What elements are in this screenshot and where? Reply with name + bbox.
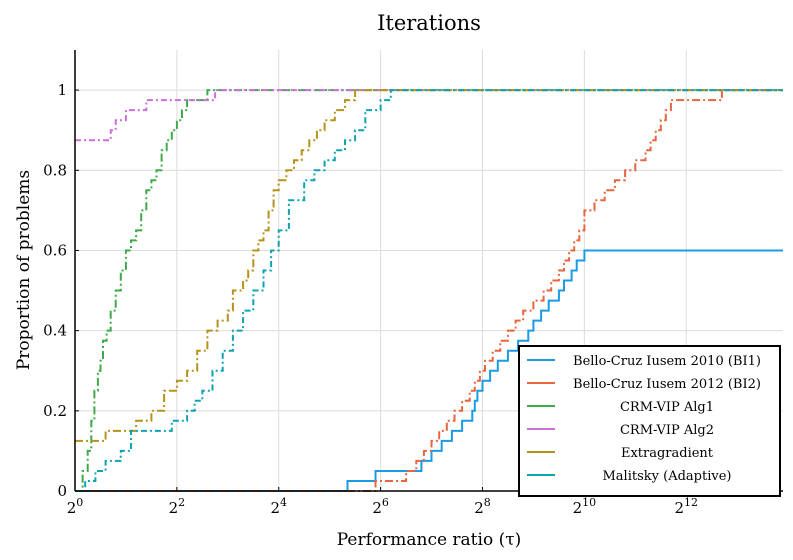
legend-label: Extragradient bbox=[621, 446, 714, 461]
x-tick-label: 210 bbox=[573, 496, 597, 517]
axes: 20 22 24 26 28 210 212 0 0.2 0.4 0.6 0.8 1 bbox=[43, 50, 783, 517]
x-tick-label: 20 bbox=[67, 496, 84, 517]
legend-label: CRM-VIP Alg2 bbox=[620, 423, 714, 438]
series-line-bello-cruz-iusem-2010-bi1 bbox=[75, 249, 783, 492]
x-tick-label: 24 bbox=[270, 496, 287, 517]
x-tick-label: 22 bbox=[169, 496, 186, 517]
y-tick-label: 0 bbox=[57, 482, 67, 500]
legend-label: CRM-VIP Alg1 bbox=[620, 400, 714, 415]
series-line-crm-vip-alg2 bbox=[75, 89, 783, 142]
x-axis-label: Performance ratio (τ) bbox=[337, 530, 522, 550]
legend-box bbox=[518, 345, 781, 497]
legend-label: Bello-Cruz Iusem 2010 (BI1) bbox=[573, 354, 761, 369]
y-tick-label: 0.4 bbox=[43, 322, 67, 340]
chart-title: Iterations bbox=[377, 11, 481, 35]
x-tick-label: 28 bbox=[474, 496, 491, 517]
series-line-crm-vip-alg1 bbox=[75, 89, 783, 492]
x-tick-label: 212 bbox=[674, 496, 698, 517]
series-line-malitsky-adaptive bbox=[75, 89, 783, 492]
series-lines bbox=[75, 89, 783, 492]
y-tick-label: 1 bbox=[57, 81, 67, 99]
y-tick-label: 0.8 bbox=[43, 161, 67, 179]
x-tick-label: 26 bbox=[372, 496, 389, 517]
legend-label: Malitsky (Adaptive) bbox=[603, 469, 732, 484]
y-tick-label: 0.2 bbox=[43, 402, 67, 420]
legend-label: Bello-Cruz Iusem 2012 (BI2) bbox=[573, 377, 761, 392]
legend: Bello-Cruz Iusem 2010 (BI1) Bello-Cruz Iu… bbox=[518, 345, 781, 497]
y-tick-label: 0.6 bbox=[43, 241, 67, 259]
y-axis-label: Proportion of problems bbox=[14, 170, 34, 370]
series-line-extragradient bbox=[75, 89, 783, 442]
series-line-bello-cruz-iusem-2012-bi2 bbox=[75, 89, 783, 492]
